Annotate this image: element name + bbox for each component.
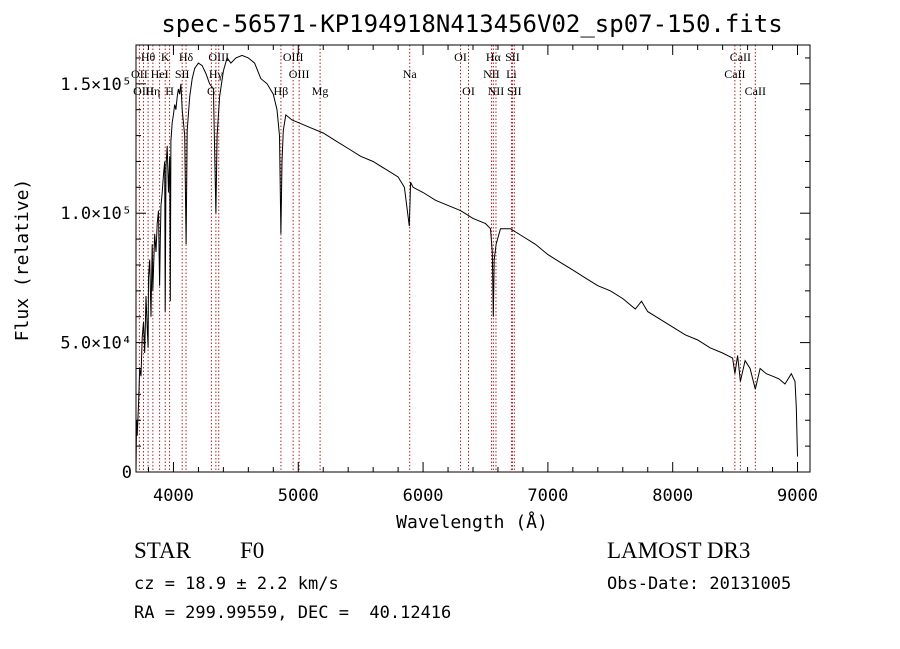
line-marker-label-13: OIII [289,67,310,81]
x-tick-label-0: 4000 [153,486,194,506]
x-tick-label-2: 6000 [403,486,444,506]
line-marker-label-5: Hη [145,84,160,98]
line-markers-layer [138,45,756,472]
x-tick-label-4: 8000 [652,486,693,506]
line-marker-label-19: Hα [486,50,502,64]
subclass-label: F0 [240,538,265,563]
redshift-readout: cz = 18.9 ± 2.2 km/s [134,574,339,594]
y-tick-label-2: 1.0×10⁵ [60,204,132,224]
line-marker-label-16: Na [403,67,418,81]
coordinates-readout: RA = 299.99559, DEC = 40.12416 [134,603,452,623]
y-axis-ticks: 0 5.0×10⁴ 1.0×10⁵ 1.5×10⁵ [60,57,810,483]
line-marker-label-8: SII [175,67,190,81]
survey-label: LAMOST DR3 [607,538,751,563]
line-marker-label-4: HeI [151,67,169,81]
line-marker-label-24: SII [507,84,522,98]
y-axis-label: Flux (relative) [12,179,33,342]
line-marker-label-12: OIII [283,50,304,64]
line-marker-label-18: OI [462,84,475,98]
line-marker-label-22: Li [506,67,517,81]
obs-date-readout: Obs-Date: 20131005 [607,574,792,594]
line-marker-label-2: OIII [133,84,154,98]
line-marker-label-21: NII [483,67,500,81]
line-marker-label-11: G [207,84,216,98]
x-axis-ticks: 4000 5000 6000 7000 8000 9000 [147,45,818,506]
line-marker-label-10: Hγ [209,67,224,81]
y-tick-label-1: 5.0×10⁴ [60,334,132,354]
line-marker-label-17: OI [454,50,467,64]
line-marker-label-7: Hδ [179,50,194,64]
line-marker-label-6: H [165,84,174,98]
plot-frame [135,44,811,473]
chart-title: spec-56571-KP194918N413456V02_sp07-150.f… [161,10,782,38]
line-marker-label-27: CaII [745,84,766,98]
line-marker-label-3: K [161,50,170,64]
line-marker-label-26: CaII [724,67,745,81]
class-label: STAR [134,538,191,563]
y-tick-label-3: 1.5×10⁵ [60,75,132,95]
line-marker-label-9: OIII [208,50,229,64]
y-tick-label-0: 0 [122,463,132,483]
spectrum-line [135,54,798,473]
x-tick-label-3: 7000 [527,486,568,506]
line-marker-label-25: CaII [730,50,751,64]
line-marker-label-0: Hθ [141,50,156,64]
x-tick-label-5: 9000 [777,486,818,506]
line-marker-label-15: Mg [312,84,329,98]
x-axis-label: Wavelength (Å) [396,511,548,533]
line-marker-label-20: SII [505,50,520,64]
line-marker-label-1: OII [131,67,148,81]
line-marker-label-14: Hβ [274,84,289,98]
x-tick-label-1: 5000 [278,486,319,506]
line-marker-label-23: NII [488,84,505,98]
